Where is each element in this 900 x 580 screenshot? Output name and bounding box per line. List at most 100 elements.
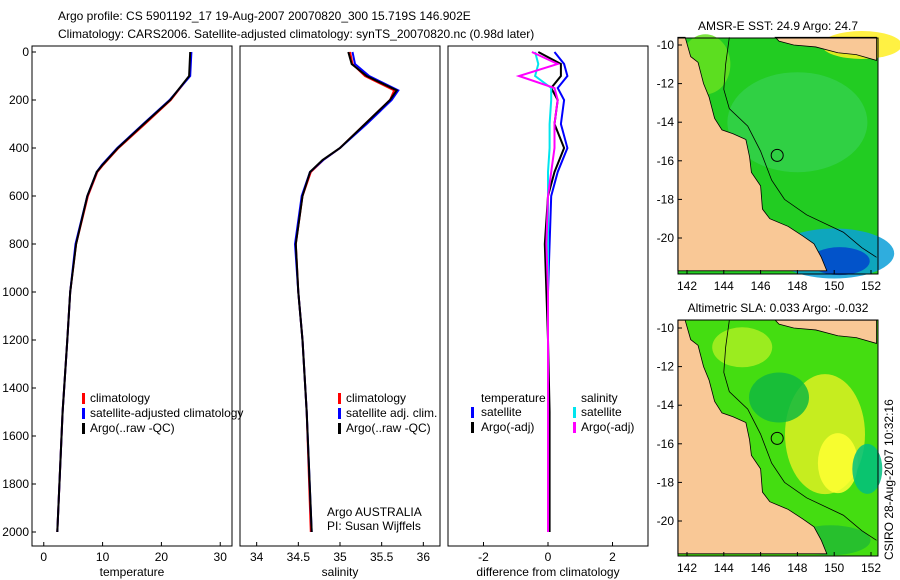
panel-salinity: 34 34.5 35 35.5 36 salinity climatologysatelli… — [239, 45, 441, 579]
map-sla_map: Altimetric SLA: 0.033 Argo: -0.032 142 144… — [657, 301, 883, 575]
y-tick-label: 200 — [9, 93, 29, 107]
lat-tick-label: -16 — [657, 154, 675, 168]
x-tick-label: 20 — [155, 550, 169, 564]
annotation-text: PI: Susan Wijffels — [327, 519, 421, 533]
series-line-argo-raw-qc- — [294, 51, 399, 533]
y-tick-label: 1600 — [2, 429, 29, 443]
lon-tick-label: 152 — [861, 279, 881, 293]
map-title: Altimetric SLA: 0.033 Argo: -0.032 — [688, 301, 869, 315]
lon-tick-label: 148 — [787, 279, 807, 293]
series-line-temperature-satellite — [547, 51, 569, 532]
legend-label: climatology — [90, 391, 150, 405]
x-axis-label: salinity — [322, 565, 359, 579]
map-frame — [677, 37, 879, 275]
x-tick-label: 10 — [96, 550, 110, 564]
x-tick-label: 0 — [40, 550, 47, 564]
legend-label: climatology — [346, 391, 406, 405]
title-line-2: Climatology: CARS2006. Satellite-adjuste… — [58, 27, 534, 41]
map-field-patch — [727, 72, 868, 173]
lat-tick-label: -16 — [657, 437, 675, 451]
legend-swatch — [573, 407, 576, 418]
lon-tick-label: 146 — [751, 561, 771, 575]
x-tick-label: 35 — [333, 550, 347, 564]
panel-temperature: 0 10 20 30 temperature 0 200 400 600 800 1000 1200 1… — [2, 45, 243, 579]
x-tick-label: -2 — [478, 550, 489, 564]
lon-tick-label: 150 — [824, 279, 844, 293]
legend-label: satellite adj. clim. — [346, 406, 437, 420]
lon-tick-label: 144 — [714, 279, 734, 293]
new-guinea-land — [774, 319, 877, 344]
new-guinea-land — [774, 36, 877, 61]
y-tick-label: 1800 — [2, 477, 29, 491]
y-tick-label: 1400 — [2, 381, 29, 395]
x-tick-label: 0 — [545, 550, 552, 564]
lon-tick-label: 146 — [751, 279, 771, 293]
lon-tick-label: 144 — [714, 561, 734, 575]
y-tick-label: 1000 — [2, 285, 29, 299]
lat-tick-label: -20 — [657, 231, 675, 245]
map-sst_map: AMSR-E SST: 24.9 Argo: 24.7 142 144 146 148 1… — [657, 19, 900, 293]
lon-tick-label: 152 — [861, 561, 881, 575]
map-title: AMSR-E SST: 24.9 Argo: 24.7 — [698, 19, 858, 33]
legend-label: Argo(..raw -QC) — [346, 421, 431, 435]
legend-swatch — [573, 422, 576, 433]
legend-swatch — [471, 407, 474, 418]
map-field-patch — [852, 443, 883, 494]
lat-tick-label: -10 — [657, 38, 675, 52]
legend-label: Argo(-adj) — [581, 420, 634, 434]
lat-tick-label: -20 — [657, 514, 675, 528]
legend-swatch — [338, 408, 341, 419]
bathymetry-contour — [723, 37, 877, 258]
legend-swatch — [82, 393, 85, 404]
annotation-text: Argo AUSTRALIA — [327, 505, 422, 519]
lat-tick-label: -18 — [657, 192, 675, 206]
lon-tick-label: 150 — [824, 561, 844, 575]
y-tick-label: 0 — [22, 45, 29, 59]
legend-label: satellite — [481, 405, 522, 419]
map-field-patch — [712, 327, 773, 368]
argo-float-marker — [770, 431, 784, 445]
map-field-patch — [817, 433, 858, 494]
series-line-satellite-adjusted-climatology — [56, 51, 193, 533]
legend-label: Argo(..raw -QC) — [90, 421, 175, 435]
y-tick-label: 600 — [9, 189, 29, 203]
series-line-climatology — [294, 51, 396, 533]
series-line-climatology — [56, 51, 192, 533]
australia-land — [677, 319, 828, 555]
x-tick-label: 34.5 — [287, 550, 311, 564]
legend-title: temperature — [481, 391, 546, 405]
y-tick-label: 1200 — [2, 333, 29, 347]
legend-swatch — [82, 423, 85, 434]
x-tick-label: 30 — [214, 550, 228, 564]
x-tick-label: 35.5 — [370, 550, 394, 564]
series-line-satellite-adj-clim- — [293, 51, 400, 533]
x-tick-label: 2 — [609, 550, 616, 564]
legend-label: satellite-adjusted climatology — [90, 406, 243, 420]
map-frame — [677, 319, 879, 557]
lat-tick-label: -12 — [657, 360, 675, 374]
y-tick-label: 800 — [9, 237, 29, 251]
legend-swatch — [338, 393, 341, 404]
series-line-argo-raw-qc- — [56, 51, 192, 533]
lat-tick-label: -10 — [657, 321, 675, 335]
lat-tick-label: -14 — [657, 115, 675, 129]
lon-tick-label: 142 — [677, 561, 697, 575]
x-axis-label: difference from climatology — [476, 565, 619, 579]
legend-swatch — [471, 422, 474, 433]
y-tick-label: 2000 — [2, 525, 29, 539]
plot-frame — [239, 45, 441, 547]
legend-label: satellite — [581, 405, 622, 419]
map-field-patch — [749, 372, 809, 423]
x-tick-label: 36 — [417, 550, 431, 564]
x-axis-label: temperature — [100, 565, 165, 579]
legend-swatch — [82, 408, 85, 419]
footer-timestamp: CSIRO 28-Aug-2007 10:32:16 — [882, 399, 896, 560]
lat-tick-label: -18 — [657, 475, 675, 489]
lat-tick-label: -12 — [657, 77, 675, 91]
lon-tick-label: 142 — [677, 279, 697, 293]
legend-title: salinity — [581, 391, 618, 405]
bathymetry-contour — [723, 320, 877, 541]
